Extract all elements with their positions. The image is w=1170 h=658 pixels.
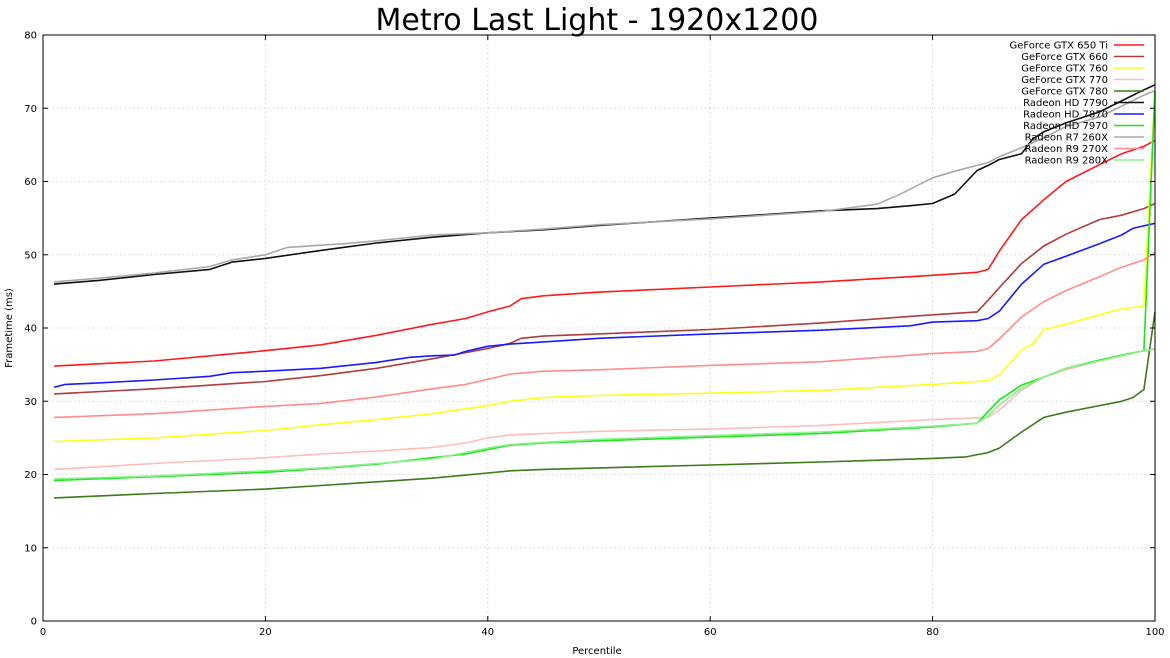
- x-tick-label: 100: [1145, 627, 1164, 638]
- legend-label: Radeon HD 7790: [1023, 98, 1108, 109]
- legend-label: GeForce GTX 660: [1021, 52, 1108, 63]
- series-line: [54, 347, 1156, 471]
- chart-title: Metro Last Light - 1920x1200: [376, 3, 819, 38]
- series-line: [54, 348, 1156, 480]
- legend-label: Radeon R9 270X: [1025, 144, 1109, 155]
- y-tick-label: 30: [24, 397, 37, 408]
- legend-label: GeForce GTX 760: [1021, 64, 1108, 75]
- x-tick-label: 60: [704, 627, 717, 638]
- series-line: [54, 91, 1156, 482]
- series-line: [54, 89, 1156, 283]
- x-tick-label: 0: [40, 627, 46, 638]
- y-tick-label: 80: [24, 31, 37, 42]
- y-tick-label: 0: [31, 617, 37, 628]
- series-line: [54, 311, 1156, 499]
- series-layer: [53, 84, 1156, 499]
- legend-label: GeForce GTX 780: [1021, 87, 1108, 98]
- grid-lines: [43, 35, 1155, 621]
- series-line: [54, 251, 1156, 419]
- x-axis: 0 20 40 60 80 100: [40, 35, 1165, 638]
- y-tick-label: 50: [24, 250, 37, 261]
- y-tick-label: 70: [24, 104, 37, 115]
- x-axis-label: Percentile: [572, 646, 621, 657]
- y-tick-label: 20: [24, 470, 37, 481]
- series-line: [54, 139, 1156, 367]
- legend-label: GeForce GTX 650 Ti: [1009, 41, 1108, 52]
- series-line: [54, 84, 1156, 285]
- series-line: [54, 202, 1156, 395]
- legend-label: Radeon R7 260X: [1025, 133, 1109, 144]
- legend-label: GeForce GTX 770: [1021, 75, 1108, 86]
- x-tick-label: 80: [926, 627, 939, 638]
- y-axis-label: Frametime (ms): [4, 288, 15, 368]
- legend-label: Radeon R9 280X: [1025, 156, 1109, 167]
- y-tick-label: 40: [24, 324, 37, 335]
- y-axis: 0 10 20 30 40 50 60 70 80: [24, 31, 1155, 628]
- x-tick-label: 20: [259, 627, 272, 638]
- y-tick-label: 60: [24, 177, 37, 188]
- series-line: [53, 222, 1156, 389]
- series-line: [54, 89, 1156, 443]
- legend-label: Radeon HD 7970: [1023, 121, 1108, 132]
- x-tick-label: 40: [481, 627, 494, 638]
- y-tick-label: 10: [24, 543, 37, 554]
- legend-label: Radeon HD 7870: [1023, 110, 1108, 121]
